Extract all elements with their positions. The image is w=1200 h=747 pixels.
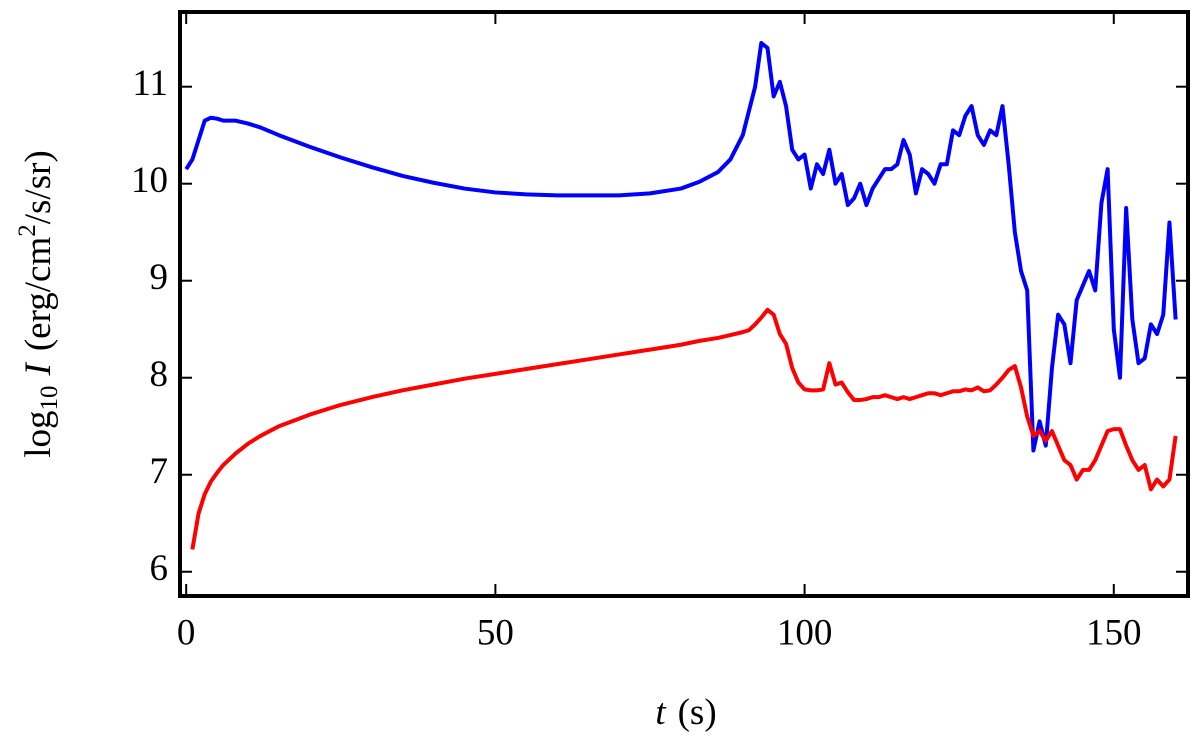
y-tick-label: 8 xyxy=(150,354,169,395)
y-label-log: log xyxy=(18,410,59,457)
x-label-symbol: t xyxy=(655,692,667,733)
x-label-unit: (s) xyxy=(678,692,717,733)
x-tick-label: 50 xyxy=(477,612,514,653)
x-tick-label: 100 xyxy=(777,612,833,653)
y-tick-label: 7 xyxy=(150,451,169,492)
y-label-sup: 2 xyxy=(14,224,41,237)
y-label-sub: 10 xyxy=(36,385,63,410)
y-tick-label: 9 xyxy=(150,257,169,298)
x-axis-label: t (s) xyxy=(655,692,716,733)
data-line xyxy=(190,307,1178,550)
y-tick-label: 11 xyxy=(132,63,168,104)
data-line xyxy=(184,41,1178,453)
plot-frame xyxy=(178,10,1190,598)
x-tick-label: 150 xyxy=(1086,612,1142,653)
y-tick-label: 6 xyxy=(150,548,169,589)
y-label-unit: (erg/cm xyxy=(18,237,59,352)
y-tick-label: 10 xyxy=(131,160,168,201)
x-tick-label: 0 xyxy=(177,612,196,653)
y-label-symbol: I xyxy=(18,361,59,376)
y-label-unit-rest: /s/sr) xyxy=(18,150,59,224)
y-axis-label: log10 I (erg/cm2/s/sr) xyxy=(14,150,63,458)
